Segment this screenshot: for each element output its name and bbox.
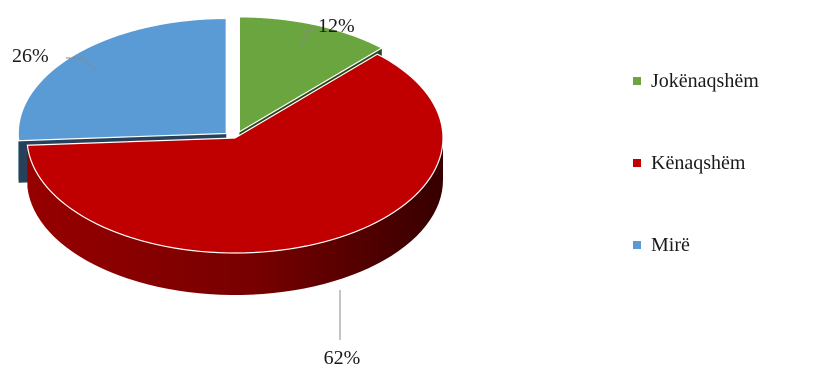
legend-swatch-blue <box>633 241 641 249</box>
pie-slice-wall <box>27 138 444 295</box>
legend-item-kenaqshem: Kënaqshëm <box>633 150 745 176</box>
legend-swatch-red <box>633 159 641 167</box>
legend-item-jokenaqshem: Jokënaqshëm <box>633 68 759 94</box>
pie-slice-mire <box>17 17 227 142</box>
legend-label: Kënaqshëm <box>651 151 746 174</box>
legend-label: Mirë <box>651 233 690 256</box>
legend-label: Jokënaqshëm <box>651 69 759 92</box>
pie-slice-tops <box>17 16 444 254</box>
pie-slice-jokenaqshem <box>238 16 384 133</box>
pie-slice-kenaqshem <box>26 53 444 254</box>
data-label-kenaqshem: 62% <box>324 347 361 367</box>
leader-line <box>66 57 97 71</box>
data-label-jokenaqshem: 12% <box>318 15 355 37</box>
legend-item-mire: Mirë <box>633 232 690 258</box>
leader-line <box>301 29 316 47</box>
data-labels: 12% 62% 26% <box>12 15 360 367</box>
data-label-mire: 26% <box>12 45 49 67</box>
legend-swatch-green <box>633 77 641 85</box>
